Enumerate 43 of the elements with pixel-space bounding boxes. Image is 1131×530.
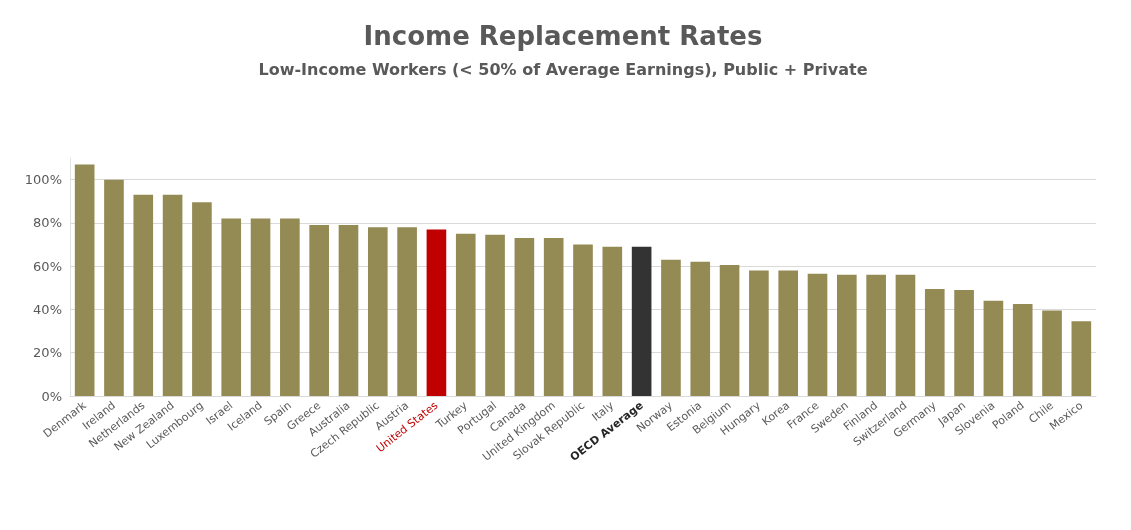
bar xyxy=(602,246,623,396)
bar xyxy=(719,265,740,396)
bar xyxy=(924,288,945,396)
bar xyxy=(1012,304,1033,396)
bar xyxy=(485,234,505,396)
bar xyxy=(690,261,711,396)
y-tick-label: 80% xyxy=(33,215,62,231)
bar xyxy=(573,244,593,396)
y-tick-label: 60% xyxy=(33,258,62,274)
y-tick-label: 100% xyxy=(24,172,62,188)
bar xyxy=(807,273,828,396)
bar xyxy=(367,227,388,396)
y-tick-label: 40% xyxy=(33,301,62,317)
bar xyxy=(954,289,974,396)
bar xyxy=(426,229,447,396)
bar xyxy=(895,274,916,396)
bar xyxy=(338,225,359,396)
bar xyxy=(514,238,535,396)
bar xyxy=(631,246,652,396)
bar xyxy=(983,300,1004,396)
bar xyxy=(250,218,271,396)
bar xyxy=(866,274,886,396)
chart-title: Income Replacement Rates xyxy=(363,21,763,51)
bar xyxy=(661,259,681,396)
bar xyxy=(778,270,799,396)
bar xyxy=(280,218,300,396)
bar xyxy=(837,274,857,396)
bar xyxy=(455,233,476,396)
bar xyxy=(74,164,95,396)
bar xyxy=(543,238,564,396)
chart-subtitle: Low-Income Workers (< 50% of Average Earnings), Public + Private xyxy=(258,59,868,79)
bar xyxy=(309,225,329,396)
bar xyxy=(749,270,769,396)
bar xyxy=(1042,310,1062,396)
bar xyxy=(1071,321,1092,396)
bar xyxy=(133,194,154,396)
bar xyxy=(221,218,242,396)
bar xyxy=(162,194,183,396)
bar xyxy=(192,202,212,396)
bar xyxy=(397,227,417,396)
y-tick-label: 20% xyxy=(33,345,62,361)
bar xyxy=(104,179,124,396)
y-tick-label: 0% xyxy=(41,388,62,404)
